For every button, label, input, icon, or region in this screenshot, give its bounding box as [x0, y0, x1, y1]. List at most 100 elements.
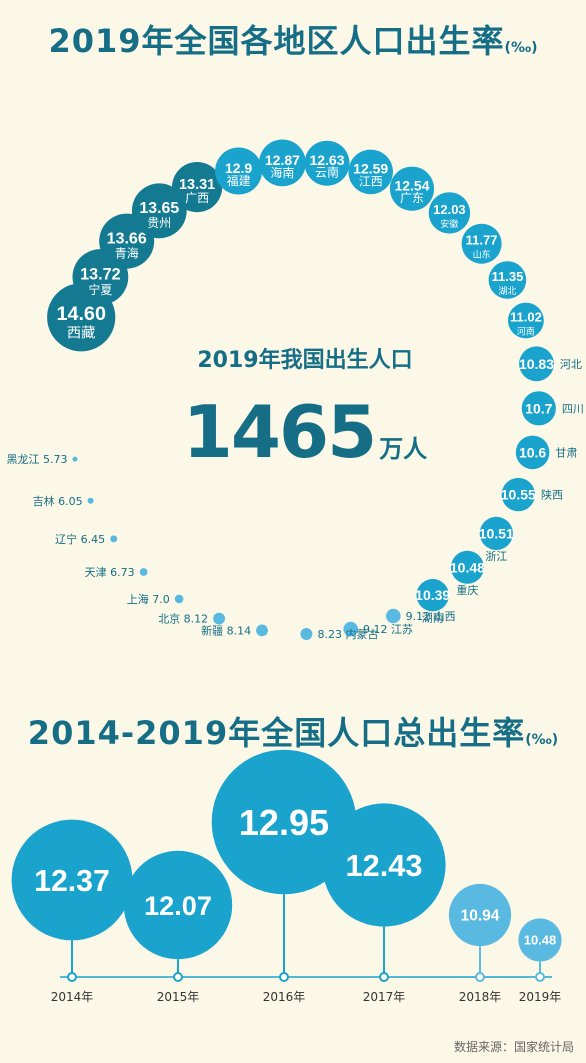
- region-value-label: 13.31: [179, 177, 215, 193]
- region-bubble-11: [461, 223, 502, 264]
- region-bubble-26: [174, 594, 184, 604]
- year-tick-label: 2015年: [157, 990, 200, 1004]
- year-value-label: 12.95: [239, 802, 329, 843]
- region-bubble-8: [348, 149, 394, 195]
- region-value-label: 12.9: [225, 160, 252, 176]
- region-small-label: 新疆 8.14: [201, 623, 251, 637]
- region-bubble-19: [450, 550, 484, 584]
- region-bubble-30: [72, 456, 78, 462]
- region-bubble-13: [508, 302, 544, 339]
- region-name-label: 河南: [517, 326, 535, 338]
- region-bubble-4: [172, 162, 223, 213]
- region-name-label: 安徽: [440, 218, 458, 230]
- year-bubble-2: [211, 749, 357, 895]
- region-name-label: 浙江: [485, 550, 507, 563]
- region-bubble-25: [213, 612, 226, 625]
- region-value-label: 10.7: [525, 400, 552, 416]
- year-value-label: 12.37: [34, 865, 110, 898]
- births-number: 1465: [182, 390, 377, 474]
- year-value-label: 10.94: [461, 908, 500, 925]
- region-small-label: 9.12 山西: [406, 610, 456, 623]
- year-dot: [67, 972, 77, 982]
- year-tick-label: 2016年: [263, 990, 306, 1004]
- region-bubble-9: [389, 166, 435, 211]
- region-small-label: 9.12 江苏: [363, 623, 413, 636]
- region-bubble-7: [304, 140, 350, 186]
- region-value-label: 12.03: [433, 202, 466, 217]
- region-bubble-10: [428, 192, 471, 234]
- region-value-label: 11.35: [491, 269, 523, 284]
- region-value-label: 13.66: [107, 230, 147, 247]
- region-name-label: 甘肃: [555, 446, 577, 459]
- year-dot: [173, 972, 183, 982]
- year-bubble-1: [123, 850, 233, 960]
- region-name-label: 西藏: [67, 325, 96, 342]
- region-name-label: 广西: [185, 191, 209, 205]
- region-bubble-14: [519, 346, 554, 382]
- year-dot: [279, 972, 289, 982]
- region-small-label: 黑龙江 5.73: [7, 453, 68, 466]
- chart-title-national: 2014-2019年全国人口总出生率(‰): [0, 708, 586, 754]
- region-bubble-29: [87, 497, 94, 504]
- region-bubble-18: [479, 516, 513, 551]
- title-text: 2019年全国各地区人口出生率: [48, 22, 505, 60]
- region-name-label: 湖南: [422, 611, 444, 624]
- region-value-label: 10.48: [450, 559, 485, 575]
- title-unit: (‰): [525, 732, 559, 748]
- region-name-label: 山东: [473, 249, 491, 261]
- region-value-label: 12.59: [353, 161, 388, 177]
- year-bubble-5: [518, 918, 562, 962]
- region-bubble-23: [300, 628, 313, 640]
- region-bubble-24: [256, 624, 268, 637]
- region-small-label: 吉林 6.05: [33, 494, 83, 508]
- region-name-label: 福建: [227, 173, 251, 188]
- year-value-label: 12.43: [345, 848, 422, 883]
- region-bubble-22: [343, 621, 359, 637]
- region-bubble-3: [131, 183, 187, 239]
- region-bubble-16: [515, 435, 550, 470]
- region-name-label: 青海: [115, 246, 139, 261]
- year-value-label: 10.48: [524, 933, 557, 948]
- region-value-label: 10.55: [501, 487, 536, 503]
- region-value-label: 12.54: [394, 177, 429, 193]
- year-bubble-3: [322, 803, 446, 927]
- region-small-label: 北京 8.12: [158, 612, 208, 626]
- center-title: 2019年我国出生人口: [197, 348, 413, 373]
- chart-title-regions: 2019年全国各地区人口出生率(‰): [0, 16, 586, 62]
- region-bubble-17: [501, 477, 535, 512]
- region-bubble-28: [110, 535, 118, 543]
- region-name-label: 云南: [315, 165, 339, 180]
- year-tick-label: 2019年: [519, 990, 562, 1004]
- region-value-label: 10.39: [415, 587, 450, 603]
- region-small-label: 8.23 内蒙古: [318, 627, 379, 641]
- region-name-label: 四川: [562, 402, 584, 415]
- region-value-label: 10.83: [519, 356, 554, 372]
- region-name-label: 陕西: [541, 488, 563, 502]
- region-value-label: 10.51: [479, 525, 514, 541]
- region-name-label: 贵州: [147, 216, 171, 230]
- region-value-label: 12.87: [265, 152, 300, 168]
- region-bubble-15: [521, 391, 556, 426]
- region-value-label: 14.60: [56, 303, 106, 325]
- region-small-label: 上海 7.0: [127, 592, 170, 606]
- region-name-label: 广东: [400, 191, 424, 205]
- year-tick-label: 2018年: [459, 990, 502, 1004]
- year-tick-label: 2014年: [51, 990, 94, 1004]
- region-name-label: 宁夏: [88, 282, 112, 297]
- year-value-label: 12.07: [144, 890, 212, 921]
- region-value-label: 12.63: [309, 152, 344, 168]
- region-small-label: 辽宁 6.45: [55, 532, 105, 546]
- year-dot: [535, 972, 545, 982]
- year-bubble-0: [11, 819, 133, 941]
- region-value-label: 10.6: [519, 444, 546, 460]
- year-bubble-4: [448, 883, 512, 947]
- year-dot: [475, 972, 485, 982]
- region-value-label: 13.65: [139, 200, 179, 217]
- region-bubble-21: [386, 608, 401, 624]
- center-number: 1465 万人: [120, 392, 490, 489]
- title-unit: (‰): [504, 40, 538, 56]
- title-text: 2014-2019年全国人口总出生率: [27, 714, 526, 752]
- region-value-label: 11.77: [466, 233, 498, 248]
